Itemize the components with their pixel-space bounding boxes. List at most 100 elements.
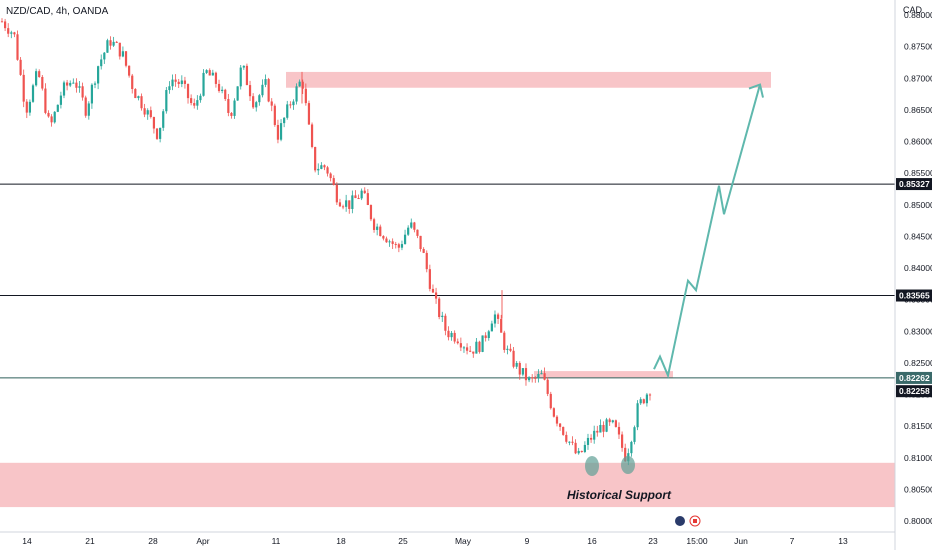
candle-body bbox=[425, 252, 428, 270]
candle-body bbox=[109, 40, 112, 46]
candle-body bbox=[639, 399, 642, 404]
x-tick-label: 21 bbox=[85, 536, 95, 546]
candle-body bbox=[447, 330, 450, 338]
price-tag-label: 0.82262 bbox=[899, 373, 930, 383]
candle-body bbox=[196, 100, 199, 106]
candle-body bbox=[121, 51, 125, 57]
candle-body bbox=[614, 420, 617, 427]
candle-body bbox=[633, 427, 636, 442]
candle-body bbox=[270, 101, 273, 106]
candle-body bbox=[205, 70, 208, 73]
maple-leaf-icon bbox=[693, 519, 697, 523]
nz-flag-icon bbox=[675, 516, 685, 526]
candle-body bbox=[128, 65, 131, 76]
candles-layer bbox=[0, 18, 652, 466]
candle-body bbox=[636, 403, 639, 428]
x-tick-label: May bbox=[455, 536, 472, 546]
y-tick-label: 0.86000 bbox=[904, 137, 932, 147]
x-tick-label: Apr bbox=[196, 536, 209, 546]
candle-body bbox=[487, 331, 490, 339]
price-tag-label: 0.82258 bbox=[899, 386, 930, 396]
candle-body bbox=[385, 238, 388, 243]
y-tick-label: 0.88000 bbox=[904, 10, 932, 20]
x-tick-label: 16 bbox=[587, 536, 597, 546]
zone-breakout bbox=[534, 371, 673, 378]
candle-body bbox=[140, 96, 143, 109]
candle-body bbox=[496, 314, 500, 319]
candle-body bbox=[239, 67, 242, 87]
price-tag bbox=[896, 371, 932, 384]
candle-body bbox=[394, 243, 397, 245]
candle-body bbox=[190, 98, 193, 104]
candle-body bbox=[546, 379, 549, 394]
candle-body bbox=[134, 89, 137, 99]
candle-body bbox=[230, 112, 233, 116]
candle-body bbox=[159, 127, 162, 139]
candle-body bbox=[521, 368, 524, 375]
candle-body bbox=[13, 32, 16, 35]
candle-body bbox=[81, 86, 84, 98]
horizontal-levels-layer bbox=[0, 183, 895, 379]
candle-body bbox=[304, 88, 307, 104]
candle-body bbox=[314, 146, 317, 171]
candle-body bbox=[617, 426, 621, 435]
candle-body bbox=[620, 434, 624, 448]
candle-body bbox=[509, 348, 512, 351]
candle-body bbox=[22, 74, 25, 102]
candle-body bbox=[317, 168, 320, 171]
candle-body bbox=[366, 193, 369, 206]
candle-body bbox=[4, 21, 7, 29]
candle-body bbox=[558, 423, 562, 427]
candle-body bbox=[351, 195, 354, 209]
y-tick-label: 0.83000 bbox=[904, 326, 932, 336]
bottom-marker bbox=[585, 456, 599, 476]
candle-body bbox=[419, 235, 422, 250]
candle-body bbox=[0, 21, 4, 23]
candle-body bbox=[416, 229, 419, 236]
candle-body bbox=[273, 105, 276, 125]
candle-body bbox=[490, 323, 493, 332]
candle-body bbox=[531, 377, 534, 379]
candle-body bbox=[586, 437, 590, 445]
price-tag-label: 0.83565 bbox=[899, 291, 930, 301]
candle-body bbox=[431, 288, 435, 293]
candle-body bbox=[100, 59, 103, 67]
candle-body bbox=[388, 241, 391, 243]
x-tick-label: Jun bbox=[734, 536, 748, 546]
candle-body bbox=[146, 110, 149, 115]
candle-body bbox=[512, 350, 515, 367]
candle-body bbox=[568, 441, 571, 443]
candle-body bbox=[648, 394, 652, 396]
candle-body bbox=[397, 244, 400, 248]
y-tick-label: 0.82500 bbox=[904, 358, 932, 368]
candle-body bbox=[456, 341, 459, 344]
candle-body bbox=[422, 249, 425, 253]
candle-body bbox=[224, 89, 227, 100]
candle-body bbox=[593, 430, 596, 440]
price-tag bbox=[896, 289, 932, 302]
x-tick-label: 23 bbox=[648, 536, 658, 546]
candle-body bbox=[155, 128, 159, 139]
candle-body bbox=[391, 241, 394, 244]
candle-body bbox=[335, 184, 338, 203]
candle-body bbox=[481, 335, 484, 352]
candle-body bbox=[360, 190, 363, 199]
candle-body bbox=[248, 85, 252, 97]
y-tick-label: 0.85000 bbox=[904, 200, 932, 210]
candle-body bbox=[227, 99, 230, 113]
candle-body bbox=[221, 89, 224, 92]
candle-body bbox=[403, 234, 407, 245]
candle-body bbox=[577, 450, 580, 454]
candle-body bbox=[574, 442, 577, 454]
candle-body bbox=[301, 81, 304, 89]
candle-body bbox=[72, 82, 75, 84]
candle-body bbox=[124, 51, 128, 66]
y-tick-label: 0.81500 bbox=[904, 421, 932, 431]
candle-body bbox=[90, 84, 94, 104]
x-tick-label: 15:00 bbox=[686, 536, 708, 546]
projection-path bbox=[653, 84, 761, 379]
x-tick-label: 18 bbox=[336, 536, 346, 546]
candle-body bbox=[267, 79, 270, 102]
candle-body bbox=[25, 101, 28, 113]
